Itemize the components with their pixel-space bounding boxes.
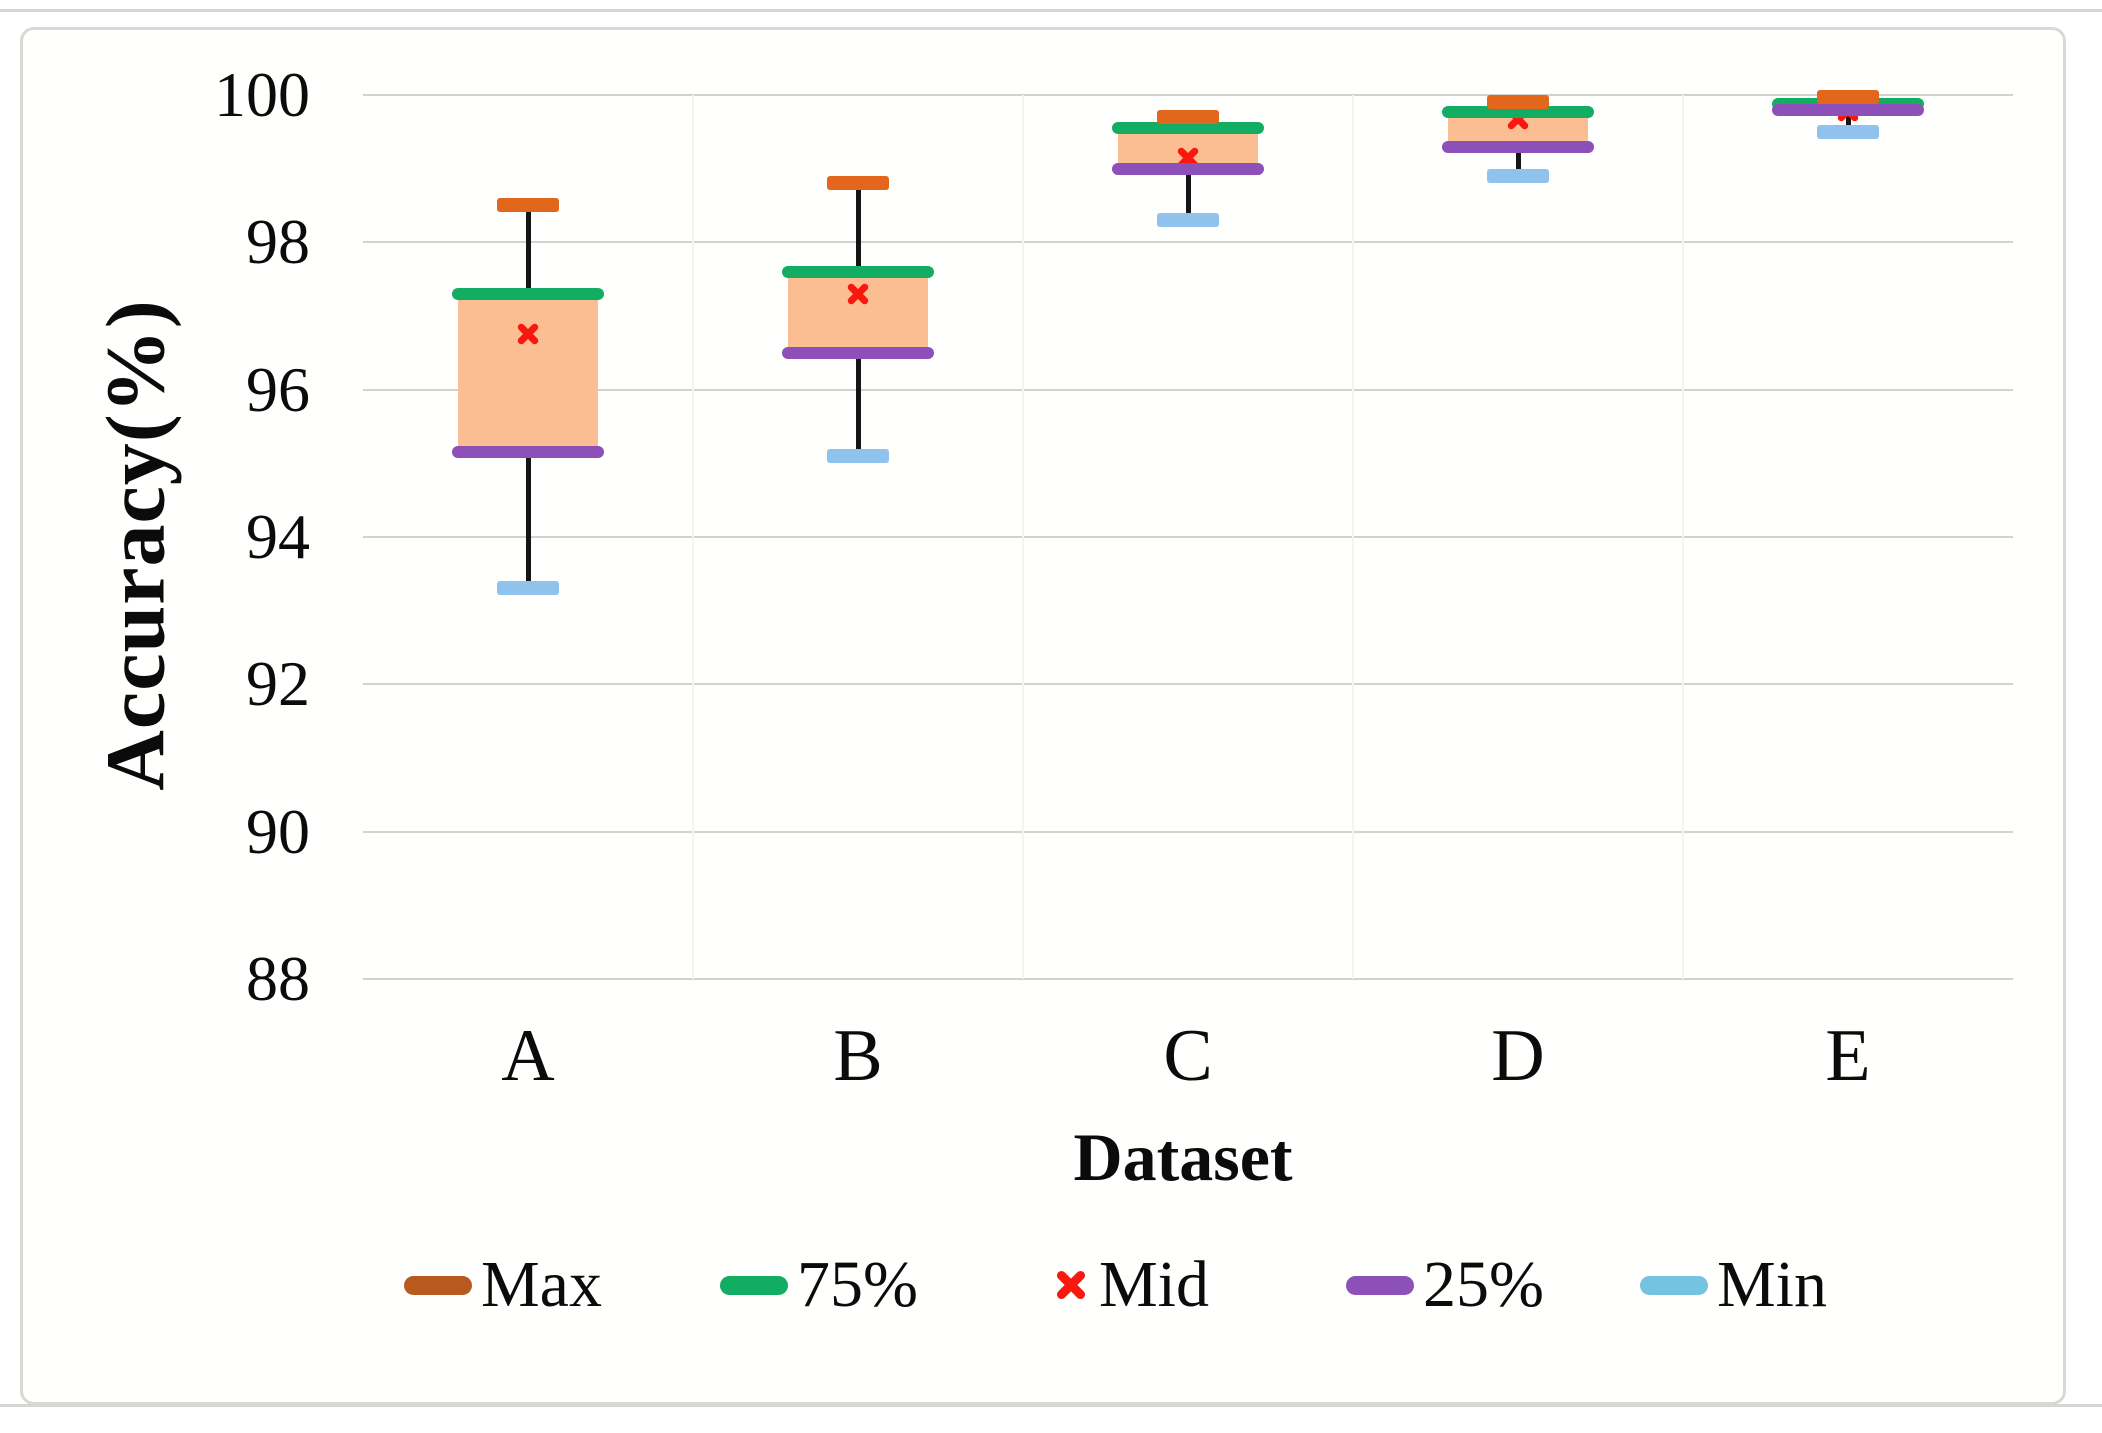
legend-item-mid: Mid (1052, 1247, 1209, 1323)
min-cap (1157, 213, 1219, 228)
q3-line (1112, 122, 1264, 135)
iqr-box (788, 271, 928, 353)
legend-item-25: 25% (1346, 1247, 1544, 1323)
y-tick-label: 90 (246, 795, 310, 867)
y-tick-label: 96 (246, 353, 310, 425)
max-cap (1817, 90, 1879, 105)
min-cap (827, 448, 889, 463)
q1-line (452, 446, 604, 459)
legend-label: 75% (797, 1248, 918, 1321)
max-cap (827, 176, 889, 191)
q1-line (1772, 103, 1924, 116)
max-cap (1487, 95, 1549, 110)
min-cap (1487, 169, 1549, 183)
q1-line (1112, 162, 1264, 175)
gridline (363, 977, 2013, 980)
legend-label: 25% (1423, 1248, 1544, 1321)
band-separator-line (1352, 95, 1354, 979)
legend-item-max: Max (404, 1247, 602, 1323)
iqr-box (458, 293, 598, 453)
x-tick-label-c: C (1163, 1015, 1213, 1097)
legend-key-25 (1346, 1275, 1414, 1295)
y-tick-label: 94 (246, 500, 310, 572)
y-tick-label: 100 (214, 59, 310, 130)
gridline (363, 683, 2013, 686)
legend-label: Mid (1099, 1248, 1210, 1321)
y-tick-label: 98 (246, 206, 310, 278)
legend-x-mark (1053, 1267, 1089, 1303)
bottom-border-line (0, 1404, 2102, 1407)
x-tick-label-a: A (501, 1015, 555, 1097)
mid-x-marker (845, 281, 871, 307)
mid-x-marker (515, 321, 541, 347)
legend-x-icon (1052, 1266, 1090, 1304)
x-tick-label-b: B (833, 1015, 883, 1097)
x-tick-label-d: D (1491, 1015, 1545, 1097)
gridline (363, 388, 2013, 391)
q3-line (1442, 105, 1594, 118)
q1-line (1442, 140, 1594, 153)
min-cap (1817, 124, 1879, 139)
chart-frame (20, 27, 2066, 1405)
legend-label: Max (481, 1248, 602, 1321)
max-cap (497, 198, 559, 213)
gridline (363, 535, 2013, 538)
max-cap (1157, 110, 1219, 125)
legend-key-max (404, 1275, 472, 1295)
band-separator-line (1682, 95, 1684, 979)
band-separator-line (1022, 95, 1024, 979)
y-tick-label: 88 (246, 942, 310, 1014)
y-tick-label: 92 (246, 648, 310, 720)
x-tick-label-e: E (1825, 1015, 1871, 1097)
band-separator-line (692, 95, 694, 979)
legend-key-75 (720, 1275, 788, 1295)
legend: Max 75% Mid 25% Min (0, 1247, 2102, 1323)
min-cap (497, 581, 559, 596)
legend-label: Min (1717, 1248, 1828, 1321)
q1-line (782, 346, 934, 359)
x-axis-title: Dataset (1073, 1119, 1293, 1195)
top-border-line (0, 9, 2102, 12)
legend-item-75: 75% (720, 1247, 918, 1323)
q3-line (782, 265, 934, 278)
legend-key-min (1640, 1275, 1708, 1295)
gridline (363, 241, 2013, 244)
gridline (363, 94, 2013, 96)
gridline (363, 830, 2013, 833)
q3-line (452, 287, 604, 300)
legend-item-min: Min (1640, 1247, 1827, 1323)
